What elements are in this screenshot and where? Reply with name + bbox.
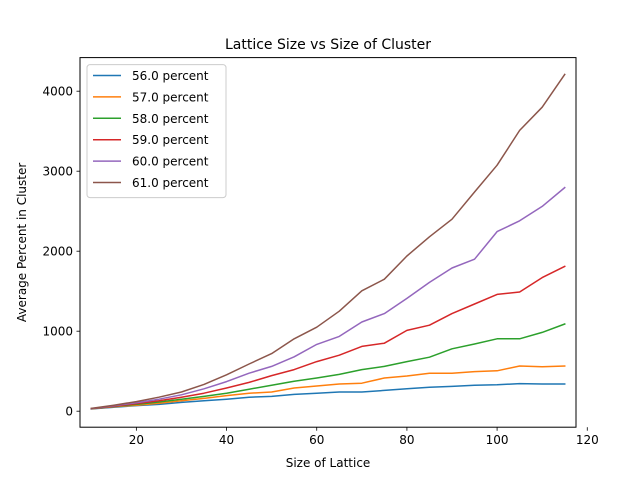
legend-label: 60.0 percent [132, 155, 209, 169]
y-axis-label: Average Percent in Cluster [15, 163, 29, 322]
legend-label: 56.0 percent [132, 69, 209, 83]
series-line-5 [90, 186, 566, 410]
x-tick-label: 20 [129, 433, 144, 447]
plot-frame [79, 57, 577, 428]
chart-title: Lattice Size vs Size of Cluster [225, 37, 431, 53]
y-axis: 0 1000 2000 3000 4000 [42, 85, 80, 419]
y-tick-label: 1000 [42, 325, 73, 339]
y-tick-label: 0 [65, 405, 73, 419]
y-tick-label: 2000 [42, 245, 73, 259]
x-axis-label: Size of Lattice [286, 456, 371, 470]
legend-label: 58.0 percent [132, 112, 209, 126]
plot-lines [90, 73, 566, 410]
legend-label: 61.0 percent [132, 176, 209, 190]
series-line-4 [90, 265, 566, 410]
legend: 56.0 percent 57.0 percent 58.0 percent 59.0… [86, 64, 227, 199]
legend-label: 57.0 percent [132, 90, 209, 104]
x-tick-label: 60 [309, 433, 324, 447]
y-tick-label: 3000 [42, 165, 73, 179]
y-tick-label: 4000 [42, 85, 73, 99]
series-line-3 [90, 323, 566, 410]
x-tick-label: 40 [219, 433, 234, 447]
x-tick-label: 100 [486, 433, 509, 447]
x-tick-label: 80 [399, 433, 414, 447]
legend-box [86, 64, 227, 199]
legend-label: 59.0 percent [132, 133, 209, 147]
series-line-6 [90, 73, 566, 410]
x-axis: 20 40 60 80 100 120 [129, 427, 599, 447]
series-line-1 [90, 382, 566, 410]
x-tick-label: 120 [576, 433, 599, 447]
series-line-2 [90, 365, 566, 410]
